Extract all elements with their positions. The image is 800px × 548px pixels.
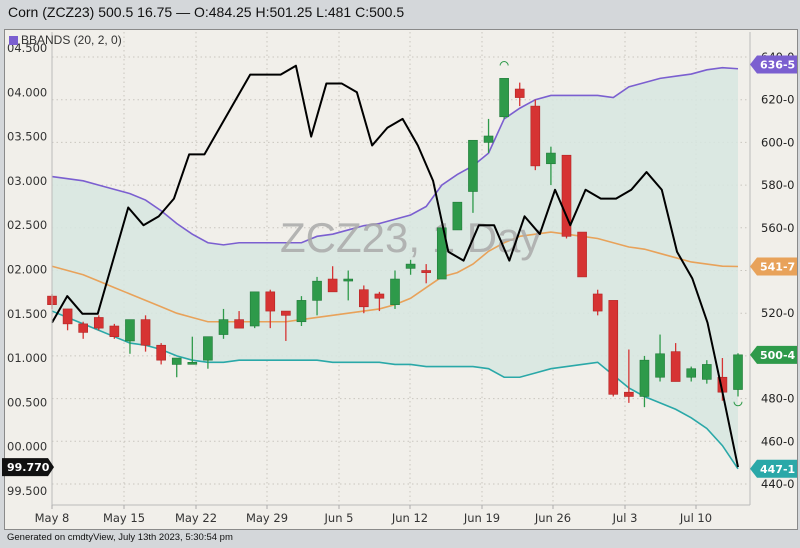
left-axis-tick: 03.500 (7, 130, 47, 144)
candle[interactable] (483, 118, 494, 154)
candle[interactable] (312, 276, 322, 316)
candle[interactable] (218, 308, 229, 339)
price-tag: 447-1 (750, 459, 797, 478)
x-axis-tick: May 8 (35, 511, 70, 525)
candle[interactable] (546, 146, 556, 186)
right-axis-tick: 620-0 (761, 93, 794, 107)
candle[interactable] (265, 289, 276, 329)
candle[interactable] (249, 291, 260, 329)
x-axis-tick: Jul 10 (679, 511, 712, 525)
chart-title: Corn (ZCZ23) 500.5 16.75 — O:484.25 H:50… (8, 4, 405, 20)
left-axis-tick: 00.000 (7, 440, 47, 454)
left-axis-tick: 04.000 (7, 85, 47, 99)
candle[interactable] (343, 270, 354, 301)
candle[interactable] (62, 308, 73, 331)
candles[interactable] (47, 78, 743, 408)
left-axis-tick: 01.500 (7, 307, 47, 321)
candle[interactable] (514, 82, 525, 107)
candle[interactable] (359, 285, 369, 314)
candle[interactable] (374, 291, 385, 312)
candle[interactable] (639, 355, 650, 408)
candle[interactable] (405, 259, 416, 275)
candle[interactable] (171, 357, 182, 378)
footer-text: Generated on cmdtyView, July 13th 2023, … (7, 532, 233, 543)
candle[interactable] (733, 353, 743, 397)
candle[interactable] (702, 360, 712, 384)
candle[interactable] (452, 201, 463, 231)
candle[interactable] (592, 289, 603, 316)
candle[interactable] (156, 343, 166, 365)
price-tag: 541-7 (750, 257, 797, 276)
x-axis-tick: May 15 (103, 511, 145, 525)
left-axis-tick: 99.500 (7, 484, 47, 498)
x-axis[interactable]: May 8 May 15 May 22 May 29 Jun 5 Jun 12 Jun 19… (35, 505, 712, 525)
x-axis-tick: Jun 12 (391, 511, 428, 525)
candle[interactable] (140, 315, 151, 352)
x-axis-tick: Jun 19 (463, 511, 500, 525)
candle[interactable] (109, 323, 120, 339)
svg-text:500-4: 500-4 (760, 349, 796, 362)
swing-low-marker (733, 401, 743, 407)
left-axis-tick: 00.500 (7, 395, 47, 409)
right-axis-tick: 600-0 (761, 135, 794, 149)
x-axis-tick: Jul 3 (612, 511, 638, 525)
right-axis-tick: 560-0 (761, 221, 794, 235)
left-axis-tick: 02.500 (7, 218, 47, 232)
left-axis-tick: 03.000 (7, 174, 47, 188)
swing-high-marker (499, 61, 509, 66)
candle[interactable] (468, 139, 478, 213)
candle[interactable] (296, 296, 307, 327)
candle[interactable] (436, 227, 447, 280)
upper-band-line[interactable] (51, 66, 739, 246)
legend[interactable]: BBANDS (20, 2, 0) (9, 33, 122, 47)
candle[interactable] (234, 311, 244, 329)
candle[interactable] (530, 99, 541, 171)
svg-text:636-5: 636-5 (760, 58, 795, 71)
legend-label: BBANDS (20, 2, 0) (21, 33, 122, 47)
watermark: ZCZ23, 1 Day (280, 214, 541, 261)
x-axis-tick: May 29 (246, 511, 288, 525)
candle[interactable] (421, 264, 431, 284)
left-axis-tick: 01.000 (7, 351, 47, 365)
right-axis-tick: 440-0 (761, 477, 794, 491)
candle[interactable] (187, 336, 198, 365)
candle[interactable] (93, 315, 104, 331)
candle[interactable] (608, 300, 619, 397)
left-axis-tick: 02.000 (7, 263, 47, 277)
left-axis[interactable]: 04.500 04.000 03.500 03.000 02.500 02.000 01.5… (7, 41, 47, 498)
candle[interactable] (281, 310, 291, 341)
candle[interactable] (78, 321, 88, 339)
right-axis-tick: 520-0 (761, 306, 794, 320)
right-axis-tick: 580-0 (761, 178, 794, 192)
price-tag: 636-5 (750, 55, 797, 74)
candle[interactable] (499, 78, 509, 119)
candle[interactable] (390, 270, 400, 309)
candle[interactable] (561, 154, 572, 239)
right-axis-tick: 460-0 (761, 434, 794, 448)
legend-swatch (9, 35, 18, 45)
left-axis-tick: 04.500 (7, 41, 47, 55)
overlay-line[interactable] (51, 64, 739, 468)
candle[interactable] (655, 334, 665, 382)
svg-text:447-1: 447-1 (760, 463, 795, 476)
candle[interactable] (125, 319, 135, 354)
candle[interactable] (670, 343, 681, 382)
x-axis-tick: May 22 (175, 511, 217, 525)
x-axis-tick: Jun 26 (534, 511, 571, 525)
lower-band-line[interactable] (51, 310, 739, 470)
right-axis-tick: 480-0 (761, 392, 794, 406)
candle[interactable] (686, 366, 697, 382)
x-axis-tick: Jun 5 (324, 511, 354, 525)
svg-text:99.770: 99.770 (7, 461, 50, 474)
candle[interactable] (327, 266, 338, 293)
left-current-value-tag: 99.770 (2, 458, 54, 477)
candle[interactable] (624, 349, 634, 403)
price-tag: 500-4 (750, 345, 797, 364)
candle[interactable] (577, 231, 587, 278)
candle[interactable] (203, 336, 213, 369)
svg-text:541-7: 541-7 (760, 260, 795, 273)
